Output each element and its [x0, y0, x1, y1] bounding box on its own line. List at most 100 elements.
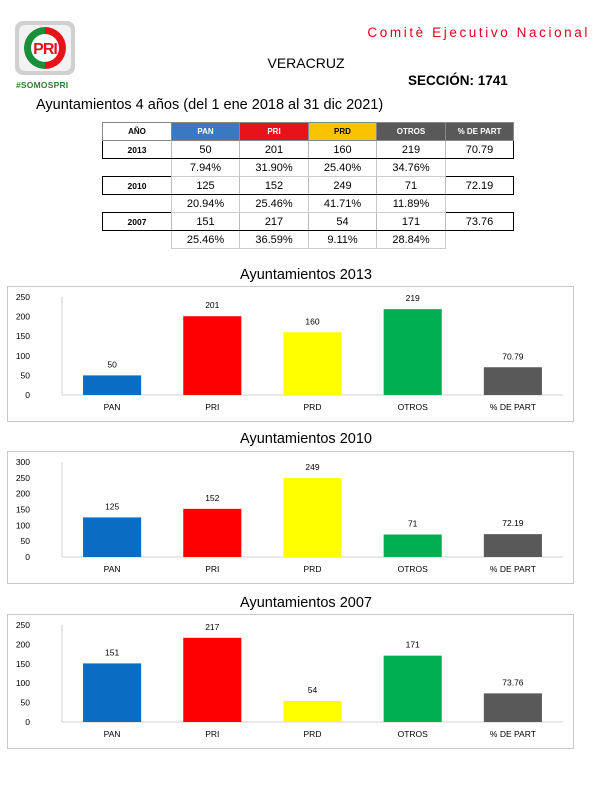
data-label: 71	[408, 519, 418, 529]
bar-prd	[283, 701, 342, 722]
bar-pan	[83, 517, 142, 557]
votes-cell: 54	[308, 212, 377, 231]
y-tick-label: 0	[25, 390, 30, 400]
votes-cell: 151	[171, 212, 240, 231]
bar-prd	[283, 332, 342, 395]
bar-chart-2007: 0 50 100 150 200 250 151 PAN 217 PRI 54 PRD 171 OTROS…	[16, 620, 563, 739]
data-label: 201	[205, 300, 219, 310]
table-row: 2007 151 217 54 171 73.76	[102, 212, 514, 231]
data-label: 217	[205, 622, 219, 632]
votes-cell: 71	[376, 176, 446, 195]
percent-cell: 31.90%	[239, 158, 309, 177]
y-tick-label: 50	[21, 698, 31, 708]
x-tick-label: PAN	[104, 402, 121, 412]
x-tick-label: PRI	[205, 729, 219, 739]
percent-cell: 28.84%	[376, 230, 446, 249]
bar-chart-2013: 0 50 100 150 200 250 50 PAN 201 PRI 160 PRD 219 OTROS…	[16, 292, 563, 412]
y-tick-label: 300	[16, 457, 30, 467]
bar-pan	[83, 663, 142, 722]
year-cell: 2013	[102, 140, 172, 159]
svg-text:PRI: PRI	[33, 41, 57, 58]
participation-cell: 72.19	[445, 176, 514, 195]
year-cell: 2010	[102, 176, 172, 195]
votes-cell: 160	[308, 140, 377, 159]
votes-cell: 219	[376, 140, 446, 159]
table-row: 7.94% 31.90% 25.40% 34.76%	[102, 158, 514, 177]
y-tick-label: 250	[16, 292, 30, 302]
y-tick-label: 200	[16, 489, 30, 499]
header-cell: PAN	[171, 122, 240, 141]
results-table: AÑO PAN PRI PRD OTROS % DE PART 2013 50 …	[102, 122, 514, 249]
x-tick-label: OTROS	[398, 402, 429, 412]
y-tick-label: 0	[25, 552, 30, 562]
table-header-row: AÑO PAN PRI PRD OTROS % DE PART	[102, 122, 514, 141]
data-label: 125	[105, 501, 119, 511]
bar-otros	[383, 309, 442, 395]
data-label: 160	[305, 316, 319, 326]
chart-title-2007: Ayuntamientos 2007	[240, 595, 372, 611]
data-label: 54	[308, 685, 318, 695]
bar-pri	[183, 637, 242, 722]
x-tick-label: % DE PART	[490, 402, 536, 412]
header-cell: AÑO	[102, 122, 172, 141]
y-tick-label: 250	[16, 620, 30, 630]
y-tick-label: 0	[25, 717, 30, 727]
votes-cell: 201	[239, 140, 309, 159]
bar-otros	[383, 655, 442, 722]
y-tick-label: 250	[16, 473, 30, 483]
percent-cell: 34.76%	[376, 158, 446, 177]
x-tick-label: OTROS	[398, 729, 429, 739]
y-tick-label: 200	[16, 312, 30, 322]
bar-prd	[283, 478, 342, 557]
y-tick-label: 150	[16, 505, 30, 515]
organization-name: Comitè Ejecutivo Nacional	[367, 25, 590, 40]
header-cell: % DE PART	[445, 122, 514, 141]
participation-cell: 73.76	[445, 212, 514, 231]
bar-de-part	[483, 367, 542, 395]
table-row: 25.46% 36.59% 9.11% 28.84%	[102, 230, 514, 249]
bar-de-part	[483, 534, 542, 557]
data-label: 171	[406, 640, 420, 650]
chart-title-2013: Ayuntamientos 2013	[240, 267, 372, 283]
chart-title-2010: Ayuntamientos 2010	[240, 431, 372, 447]
table-row: 20.94% 25.46% 41.71% 11.89%	[102, 194, 514, 213]
data-label: 152	[205, 493, 219, 503]
header-cell: PRI	[239, 122, 309, 141]
y-tick-label: 100	[16, 520, 30, 530]
header-cell: OTROS	[376, 122, 446, 141]
votes-cell: 50	[171, 140, 240, 159]
data-label: 151	[105, 647, 119, 657]
data-label: 70.79	[502, 351, 524, 361]
percent-cell: 41.71%	[308, 194, 377, 213]
hashtag: #SOMOSPRI	[16, 80, 69, 90]
bar-pri	[183, 316, 242, 395]
data-label: 50	[107, 359, 117, 369]
y-tick-label: 100	[16, 351, 30, 361]
x-tick-label: PAN	[104, 564, 121, 574]
chart-2010: 0 50 100 150 200 250 300 125 PAN 152 PRI 249 PRD 71 OT…	[7, 451, 574, 584]
data-label: 249	[305, 462, 319, 472]
bar-otros	[383, 534, 442, 557]
x-tick-label: PRD	[304, 402, 322, 412]
bar-pan	[83, 375, 142, 395]
y-tick-label: 100	[16, 678, 30, 688]
year-cell: 2007	[102, 212, 172, 231]
y-tick-label: 50	[21, 536, 31, 546]
percent-cell: 25.40%	[308, 158, 377, 177]
chart-2013: 0 50 100 150 200 250 50 PAN 201 PRI 160 PRD 219 OTROS…	[7, 286, 574, 422]
header-cell: PRD	[308, 122, 377, 141]
x-tick-label: PRI	[205, 402, 219, 412]
page-subtitle: Ayuntamientos 4 años (del 1 ene 2018 al …	[36, 97, 384, 113]
x-tick-label: OTROS	[398, 564, 429, 574]
state-title: VERACRUZ	[267, 55, 345, 71]
y-tick-label: 200	[16, 639, 30, 649]
percent-cell: 36.59%	[239, 230, 309, 249]
section-label: SECCIÓN: 1741	[408, 73, 508, 88]
x-tick-label: % DE PART	[490, 564, 536, 574]
participation-cell: 70.79	[445, 140, 514, 159]
data-label: 72.19	[502, 518, 524, 528]
data-label: 219	[406, 293, 420, 303]
x-tick-label: PRD	[304, 564, 322, 574]
pri-logo: PRI	[15, 21, 75, 75]
data-label: 73.76	[502, 677, 524, 687]
